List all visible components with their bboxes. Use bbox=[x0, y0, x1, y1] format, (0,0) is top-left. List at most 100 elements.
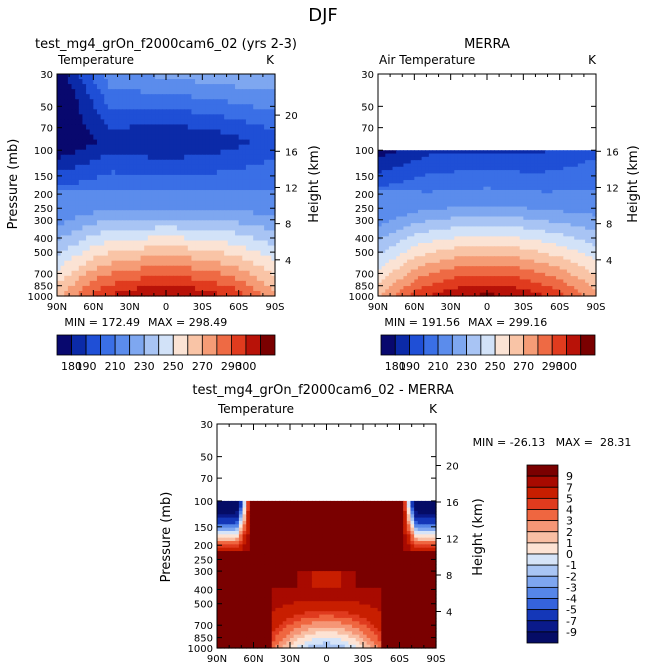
heatmap-cell bbox=[133, 104, 138, 110]
heatmap-cell bbox=[501, 236, 506, 241]
heatmap-cell bbox=[96, 139, 102, 146]
heatmap-cell bbox=[552, 173, 557, 178]
heatmap-cell bbox=[436, 266, 441, 271]
heatmap-cell bbox=[115, 164, 120, 171]
heatmap-cell bbox=[82, 134, 87, 141]
heatmap-cell bbox=[86, 79, 91, 85]
heatmap-cell bbox=[392, 209, 397, 214]
heatmap-cell bbox=[414, 193, 419, 198]
heatmap-cell bbox=[220, 280, 225, 287]
heatmap-cell bbox=[548, 242, 553, 247]
heatmap-cell bbox=[403, 176, 408, 181]
heatmap-cell bbox=[67, 285, 73, 292]
heatmap-cell bbox=[166, 154, 171, 161]
heatmap-cell bbox=[249, 205, 254, 211]
y-tick-label: 850 bbox=[34, 282, 53, 293]
heatmap-cell bbox=[574, 236, 579, 241]
heatmap-cell bbox=[202, 109, 207, 115]
heatmap-cell bbox=[198, 74, 203, 80]
heatmap-cell bbox=[479, 193, 484, 198]
heatmap-cell bbox=[129, 240, 134, 247]
heatmap-cell bbox=[497, 259, 503, 264]
heatmap-cell bbox=[220, 275, 225, 282]
heatmap-cell bbox=[559, 249, 564, 254]
heatmap-cell bbox=[392, 163, 397, 168]
heatmap-cell bbox=[512, 186, 517, 191]
heatmap-cell bbox=[140, 99, 145, 105]
heatmap-cell bbox=[425, 160, 430, 165]
heatmap-cell bbox=[260, 159, 265, 166]
heatmap-cell bbox=[468, 249, 474, 254]
heatmap-cell bbox=[570, 170, 575, 175]
heatmap-cell bbox=[213, 210, 218, 216]
heatmap-cell bbox=[505, 199, 510, 204]
heatmap-cell bbox=[421, 246, 426, 251]
heatmap-cell bbox=[392, 160, 397, 165]
heatmap-cell bbox=[526, 213, 532, 218]
heatmap-cell bbox=[559, 153, 564, 158]
heatmap-cell bbox=[100, 285, 105, 292]
heatmap-cell bbox=[454, 163, 459, 168]
heatmap-cell bbox=[264, 104, 269, 110]
heatmap-cell bbox=[574, 176, 579, 181]
heatmap-cell bbox=[133, 225, 138, 232]
heatmap-cell bbox=[57, 260, 62, 267]
heatmap-cell bbox=[479, 156, 484, 161]
heatmap-cell bbox=[428, 153, 434, 158]
heatmap-cell bbox=[428, 176, 434, 181]
heatmap-cell bbox=[136, 255, 142, 262]
heatmap-cell bbox=[497, 153, 503, 158]
heatmap-cell bbox=[104, 185, 109, 191]
heatmap-cell bbox=[122, 154, 127, 161]
heatmap-cell bbox=[385, 150, 390, 155]
heatmap-cell bbox=[249, 154, 254, 161]
heatmap-cell bbox=[242, 285, 247, 292]
heatmap-cell bbox=[209, 139, 214, 146]
heatmap-cell bbox=[100, 114, 105, 121]
heatmap-cell bbox=[432, 213, 437, 218]
heatmap-cell bbox=[115, 79, 120, 85]
heatmap-cell bbox=[417, 209, 423, 214]
heatmap-cell bbox=[537, 246, 543, 251]
heatmap-cell bbox=[89, 94, 94, 100]
heatmap-cell bbox=[191, 84, 196, 90]
heatmap-cell bbox=[472, 150, 477, 155]
heatmap-cell bbox=[100, 99, 105, 105]
heatmap-cell bbox=[563, 262, 568, 267]
heatmap-cell bbox=[60, 265, 65, 272]
heatmap-cell bbox=[235, 109, 240, 115]
heatmap-cell bbox=[100, 260, 105, 267]
heatmap-cell bbox=[198, 230, 203, 237]
heatmap-cell bbox=[144, 79, 149, 85]
heatmap-cell bbox=[439, 196, 444, 201]
heatmap-cell bbox=[523, 170, 528, 175]
heatmap-cell bbox=[526, 166, 532, 171]
heatmap-cell bbox=[227, 200, 232, 206]
heatmap-cell bbox=[242, 185, 247, 191]
heatmap-cell bbox=[403, 209, 408, 214]
heatmap-cell bbox=[162, 154, 167, 161]
heatmap-cell bbox=[392, 189, 397, 194]
heatmap-cell bbox=[220, 79, 225, 85]
heatmap-cell bbox=[534, 170, 539, 175]
heatmap-cell bbox=[271, 144, 276, 151]
heatmap-cell bbox=[60, 129, 65, 136]
heatmap-cell bbox=[238, 285, 243, 292]
heatmap-cell bbox=[235, 255, 240, 262]
heatmap-cell bbox=[432, 229, 437, 234]
heatmap-cell bbox=[443, 226, 448, 231]
heatmap-cell bbox=[526, 252, 532, 257]
heatmap-cell bbox=[267, 235, 272, 242]
heatmap-cell bbox=[75, 169, 80, 176]
heatmap-cell bbox=[417, 180, 423, 184]
heatmap-cell bbox=[436, 209, 441, 214]
heatmap-cell bbox=[78, 84, 84, 90]
heatmap-cell bbox=[425, 259, 430, 264]
heatmap-cell bbox=[592, 173, 597, 178]
heatmap-cell bbox=[195, 124, 200, 131]
heatmap-cell bbox=[253, 265, 258, 272]
heatmap-cell bbox=[490, 229, 495, 234]
heatmap-cell bbox=[71, 245, 76, 252]
heatmap-cell bbox=[93, 164, 98, 171]
heatmap-cell bbox=[191, 79, 196, 85]
